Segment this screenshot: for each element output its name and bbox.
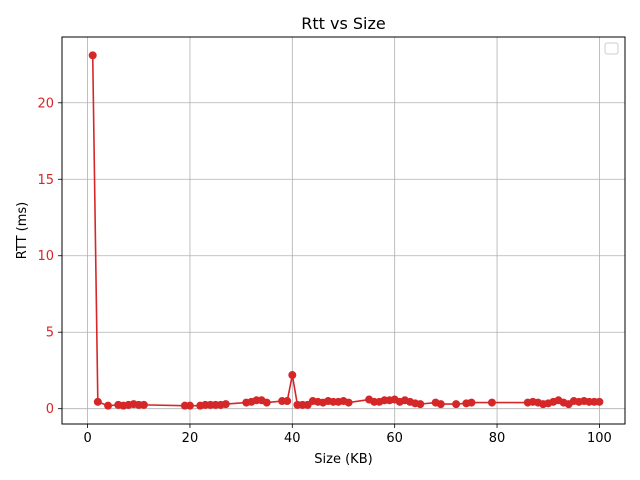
x-tick-label: 100 (587, 431, 612, 446)
grid (62, 37, 625, 424)
y-axis-label: RTT (ms) (15, 202, 30, 259)
x-tick-label: 20 (182, 431, 199, 446)
data-point (283, 397, 292, 406)
series-layer (88, 51, 604, 410)
plot-frame (61, 36, 626, 425)
data-point (288, 371, 297, 380)
chart-title: Rtt vs Size (301, 14, 385, 33)
legend-box (604, 42, 619, 55)
x-tick-label: 80 (489, 431, 506, 446)
data-point (139, 400, 148, 409)
x-tick-label: 40 (284, 431, 301, 446)
data-point (221, 400, 230, 409)
data-point (467, 398, 476, 407)
x-tick-label: 0 (83, 431, 91, 446)
axis-ticks: 0 20 40 60 80 100 0 5 10 15 20 (37, 96, 611, 446)
y-tick-label: 0 (46, 402, 54, 417)
y-tick-label: 20 (37, 96, 54, 111)
data-point (452, 400, 461, 409)
data-point (104, 401, 113, 410)
data-point (93, 397, 102, 406)
data-point (416, 400, 425, 409)
data-point (344, 398, 353, 407)
data-point (595, 397, 604, 406)
data-point (88, 51, 97, 60)
x-tick-label: 60 (386, 431, 403, 446)
data-point (436, 400, 445, 409)
x-axis-label: Size (KB) (314, 452, 372, 467)
y-tick-label: 5 (46, 326, 54, 341)
data-point (487, 398, 496, 407)
y-tick-label: 15 (37, 173, 54, 188)
y-tick-label: 10 (37, 249, 54, 264)
data-point (262, 398, 271, 407)
data-point (185, 401, 194, 410)
